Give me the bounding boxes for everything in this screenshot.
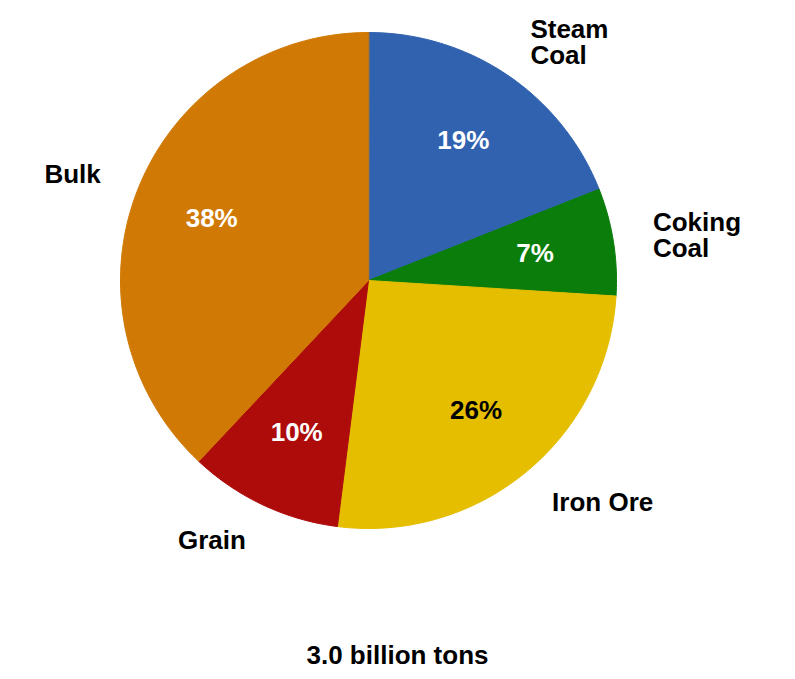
svg-text:Grain: Grain: [178, 525, 246, 555]
svg-text:CokingCoal: CokingCoal: [653, 207, 741, 263]
svg-text:26%: 26%: [450, 395, 502, 425]
svg-text:10%: 10%: [271, 417, 323, 447]
svg-text:19%: 19%: [437, 125, 489, 155]
html-text:3.0 billion tons: 3.0 billion tons: [306, 640, 489, 670]
svg-text:Bulk: Bulk: [44, 159, 101, 189]
svg-text:38%: 38%: [186, 203, 238, 233]
svg-text:Iron Ore: Iron Ore: [552, 487, 653, 517]
svg-text:7%: 7%: [516, 238, 554, 268]
svg-text:SteamCoal: SteamCoal: [530, 14, 608, 70]
